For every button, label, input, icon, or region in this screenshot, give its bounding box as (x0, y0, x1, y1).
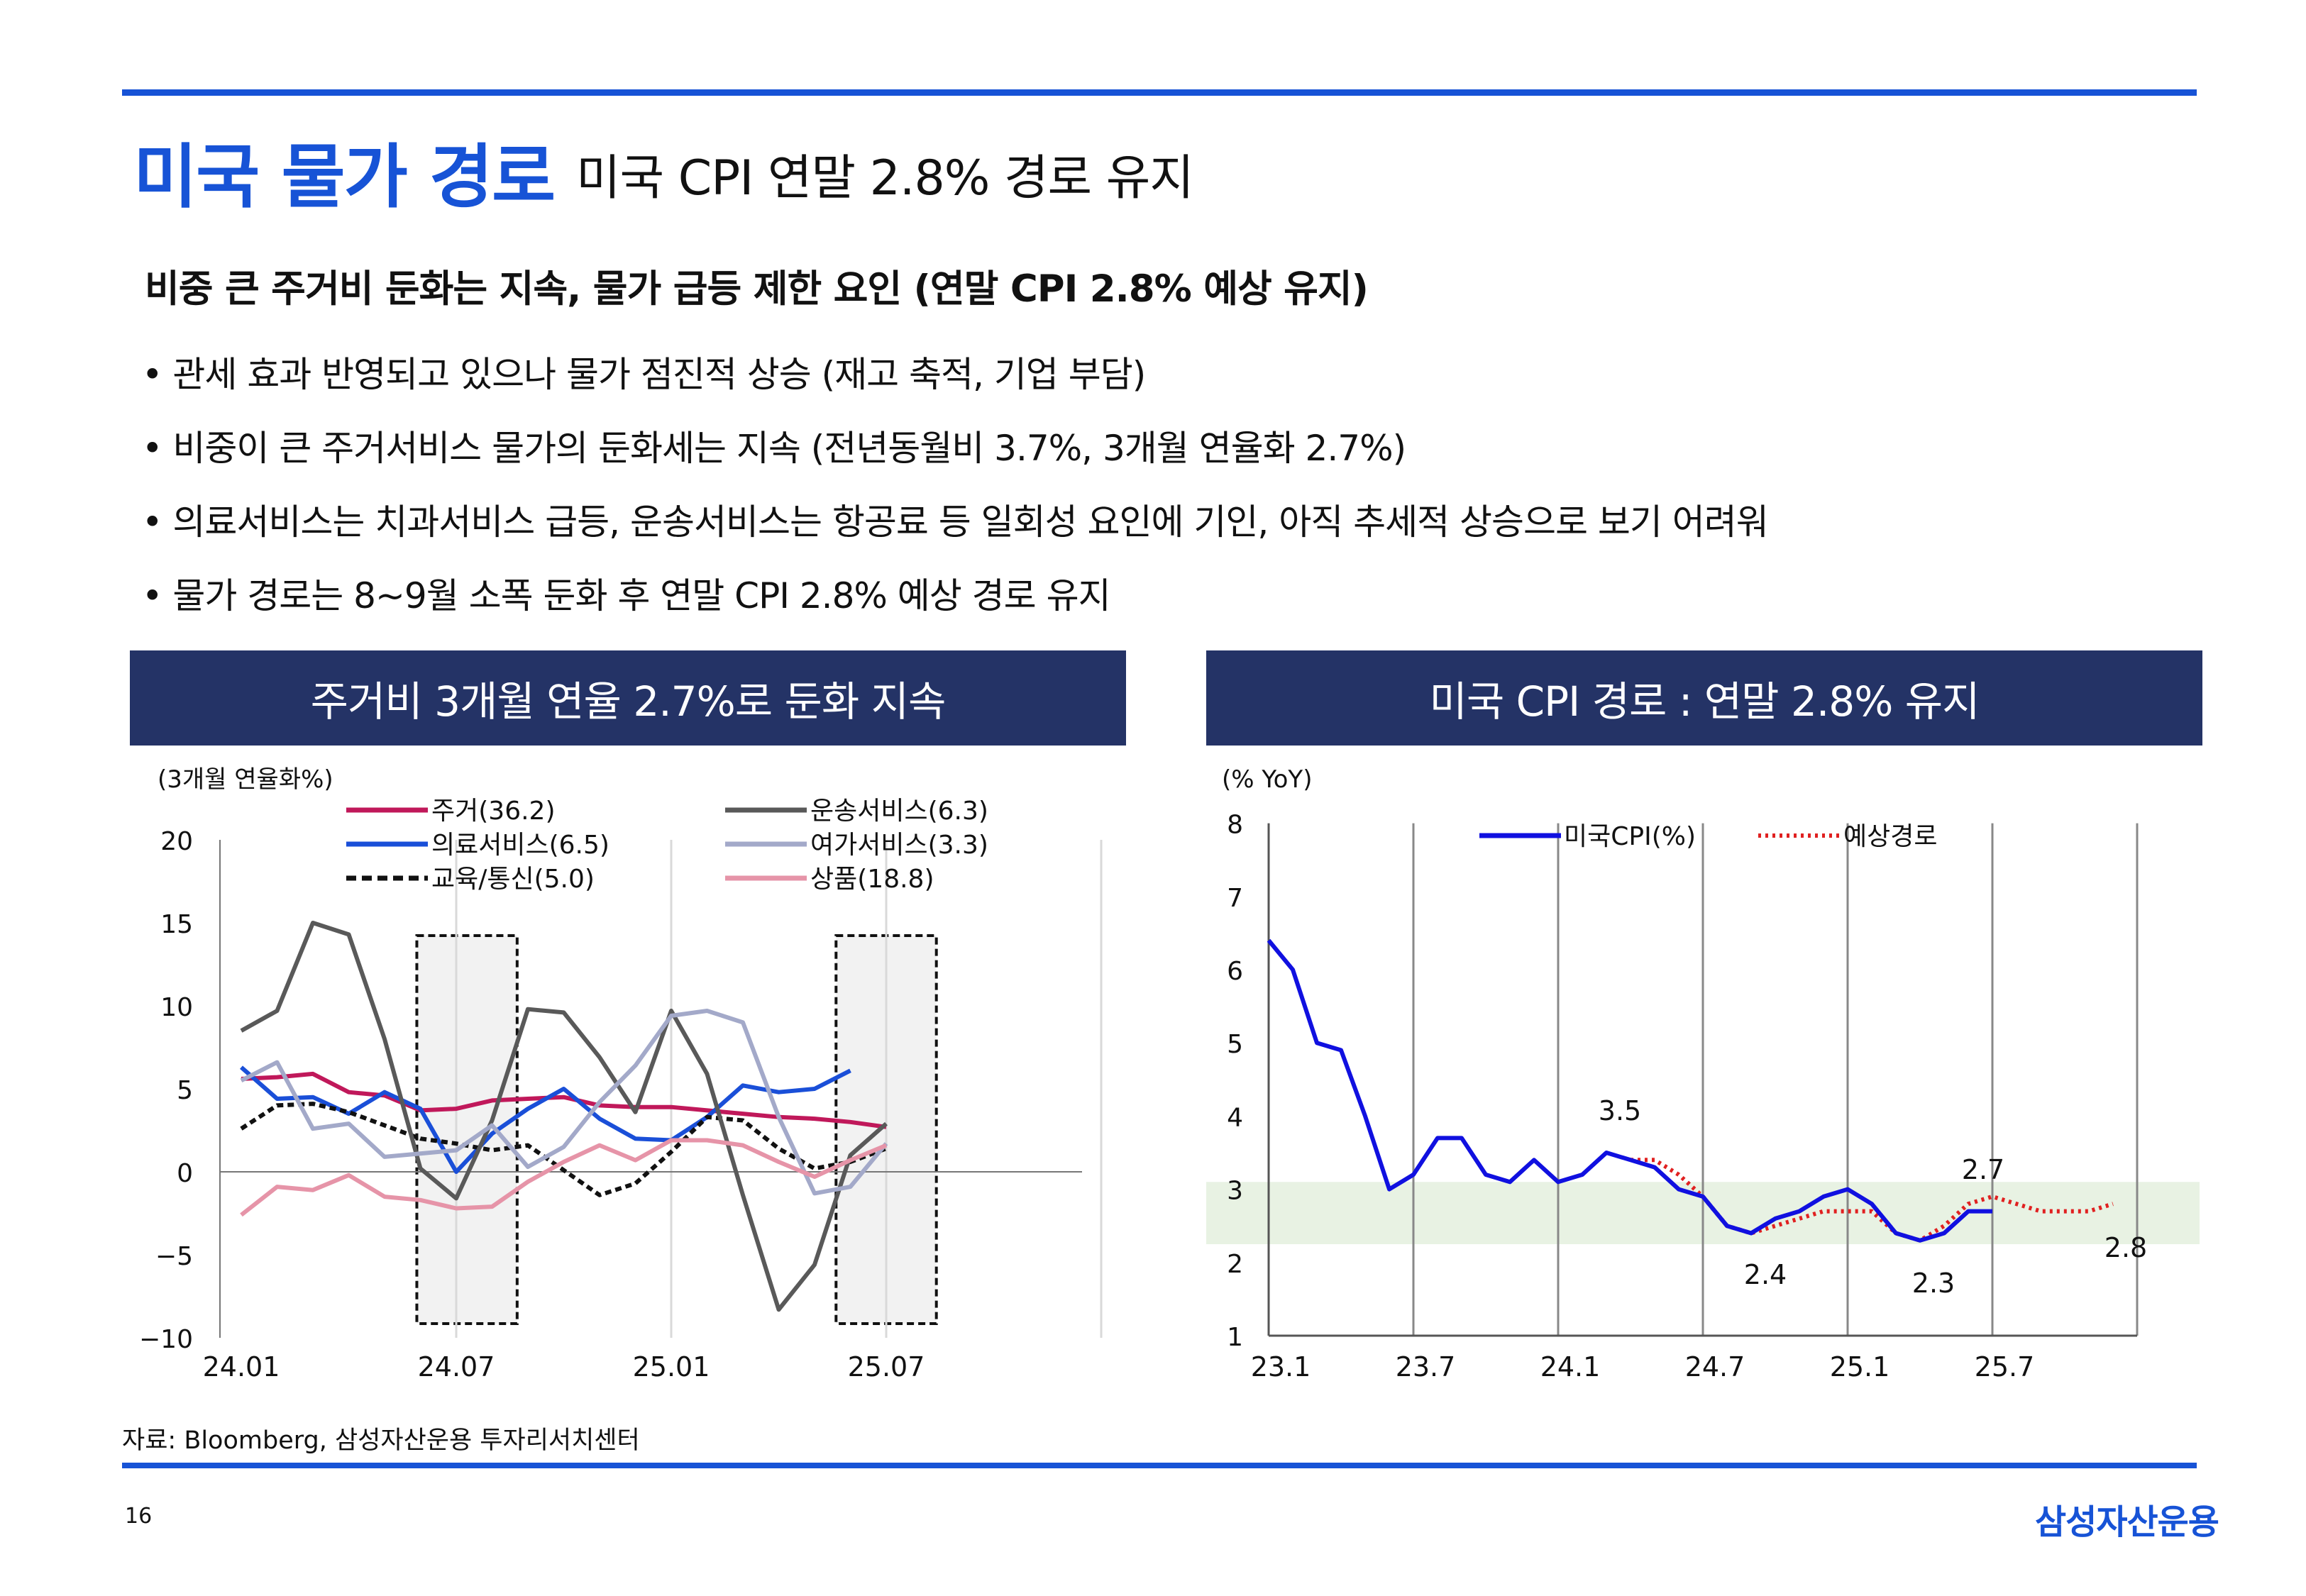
series-line-교육/통신(5.0) (240, 1102, 888, 1197)
data-annotation: 2.3 (1912, 1268, 1955, 1299)
series-line-상품(18.8) (240, 1138, 888, 1217)
y-tick-label: 20 (160, 827, 193, 856)
legend-label: 운송서비스(6.3) (810, 797, 988, 826)
y-tick-label: 15 (160, 910, 193, 939)
x-tick-label: 24.01 (203, 1351, 280, 1382)
x-tick-label: 25.1 (1830, 1351, 1890, 1382)
cpi-line (1267, 938, 1992, 1243)
forecast-line (1631, 1158, 2114, 1243)
top-rule (122, 89, 2197, 96)
x-tick-label: 24.7 (1685, 1351, 1745, 1382)
legend-label: 주거(36.2) (431, 797, 556, 826)
bullet-item: • 의료서비스는 치과서비스 급등, 운송서비스는 항공료 등 일회성 요인에 … (142, 501, 1769, 543)
page-number: 16 (125, 1504, 153, 1529)
y-tick-label: 6 (1227, 957, 1243, 986)
page-title: 미국 물가 경로 (133, 137, 556, 218)
headline: 비중 큰 주거비 둔화는 지속, 물가 급등 제한 요인 (연말 CPI 2.8… (145, 267, 1369, 311)
bullet-item: • 비중이 큰 주거서비스 물가의 둔화세는 지속 (전년동월비 3.7%, 3… (142, 428, 1406, 469)
y-tick-label: 0 (177, 1159, 193, 1188)
y-tick-label: 1 (1227, 1323, 1243, 1352)
y-tick-label: 4 (1227, 1103, 1243, 1132)
data-annotation: 2.8 (2104, 1232, 2147, 1263)
left-chart-title: 주거비 3개월 연율 2.7%로 둔화 지속 (130, 650, 1126, 746)
page-subtitle: 미국 CPI 연말 2.8% 경로 유지 (576, 150, 1194, 206)
x-tick-label: 24.07 (418, 1351, 495, 1382)
bullet-item: • 관세 효과 반영되고 있으나 물가 점진적 상승 (재고 축적, 기업 부담… (142, 354, 1146, 395)
data-annotation: 2.4 (1744, 1259, 1787, 1290)
bullet-item: • 물가 경로는 8~9월 소폭 둔화 후 연말 CPI 2.8% 예상 경로 … (142, 575, 1111, 616)
legend-label: 예상경로 (1843, 822, 1937, 851)
legend-label: 여가서비스(3.3) (810, 831, 988, 860)
x-tick-label: 24.1 (1540, 1351, 1601, 1382)
y-tick-label: 8 (1227, 811, 1243, 840)
x-tick-label: 25.01 (633, 1351, 710, 1382)
y-tick-label: 5 (177, 1076, 193, 1105)
y-axis-label: (3개월 연율화%) (158, 765, 333, 794)
y-tick-label: 3 (1227, 1177, 1243, 1206)
y-tick-label: 7 (1227, 884, 1243, 913)
y-tick-label: −10 (139, 1325, 193, 1354)
series-line-주거(36.2) (241, 1071, 887, 1129)
data-annotation: 2.7 (1962, 1154, 2004, 1185)
series-line-운송서비스(6.3) (240, 921, 888, 1312)
legend-label: 의료서비스(6.5) (431, 831, 609, 860)
x-tick-label: 23.1 (1251, 1351, 1311, 1382)
bottom-rule (122, 1463, 2197, 1468)
brand-logo: 삼성자산운용 (2035, 1502, 2219, 1542)
y-tick-label: −5 (155, 1242, 193, 1271)
legend-label: 미국CPI(%) (1564, 822, 1696, 851)
data-annotation: 3.5 (1599, 1095, 1641, 1126)
x-tick-label: 25.07 (848, 1351, 925, 1382)
right-chart-title: 미국 CPI 경로 : 연말 2.8% 유지 (1206, 650, 2202, 746)
source-note: 자료: Bloomberg, 삼성자산운용 투자리서치센터 (122, 1426, 640, 1455)
x-tick-label: 25.7 (1975, 1351, 2035, 1382)
y-tick-label: 5 (1227, 1030, 1243, 1059)
legend-label: 상품(18.8) (810, 865, 934, 894)
series-line-여가서비스(3.3) (240, 1009, 888, 1196)
y-axis-label: (% YoY) (1222, 765, 1312, 794)
y-tick-label: 2 (1227, 1250, 1243, 1279)
legend-label: 교육/통신(5.0) (431, 865, 595, 894)
y-tick-label: 10 (160, 993, 193, 1022)
x-tick-label: 23.7 (1396, 1351, 1456, 1382)
